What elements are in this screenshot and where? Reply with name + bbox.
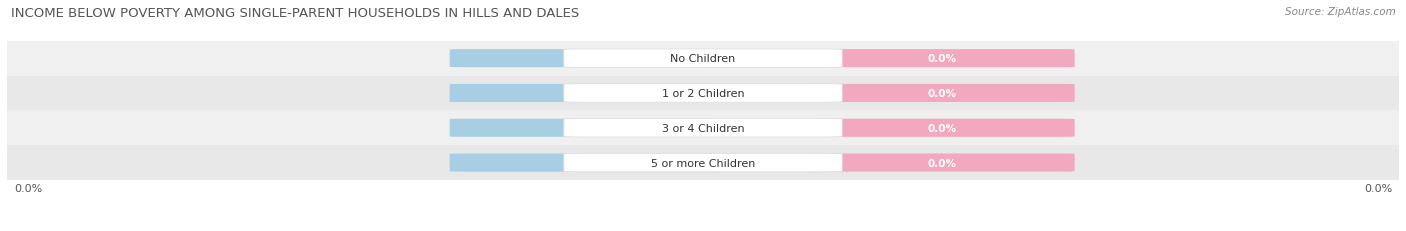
FancyBboxPatch shape bbox=[450, 154, 714, 172]
FancyBboxPatch shape bbox=[450, 85, 714, 103]
Text: 0.0%: 0.0% bbox=[14, 183, 42, 193]
Text: 5 or more Children: 5 or more Children bbox=[651, 158, 755, 168]
Text: 0.0%: 0.0% bbox=[928, 158, 957, 168]
Text: 1 or 2 Children: 1 or 2 Children bbox=[662, 88, 744, 99]
FancyBboxPatch shape bbox=[564, 154, 842, 172]
Bar bbox=[7, 76, 1399, 111]
Text: 0.0%: 0.0% bbox=[928, 123, 957, 133]
Text: 0.0%: 0.0% bbox=[1364, 183, 1392, 193]
Text: 0.0%: 0.0% bbox=[568, 54, 596, 64]
Text: 0.0%: 0.0% bbox=[568, 88, 596, 99]
FancyBboxPatch shape bbox=[810, 119, 1074, 137]
Bar bbox=[7, 42, 1399, 76]
Text: 0.0%: 0.0% bbox=[568, 158, 596, 168]
Text: 3 or 4 Children: 3 or 4 Children bbox=[662, 123, 744, 133]
FancyBboxPatch shape bbox=[450, 50, 714, 68]
FancyBboxPatch shape bbox=[810, 154, 1074, 172]
Text: 0.0%: 0.0% bbox=[568, 123, 596, 133]
FancyBboxPatch shape bbox=[564, 84, 842, 103]
FancyBboxPatch shape bbox=[810, 85, 1074, 103]
Text: Source: ZipAtlas.com: Source: ZipAtlas.com bbox=[1285, 7, 1396, 17]
Bar bbox=[7, 146, 1399, 180]
Bar bbox=[7, 111, 1399, 146]
Text: No Children: No Children bbox=[671, 54, 735, 64]
Text: 0.0%: 0.0% bbox=[928, 88, 957, 99]
Text: INCOME BELOW POVERTY AMONG SINGLE-PARENT HOUSEHOLDS IN HILLS AND DALES: INCOME BELOW POVERTY AMONG SINGLE-PARENT… bbox=[11, 7, 579, 20]
Text: 0.0%: 0.0% bbox=[928, 54, 957, 64]
FancyBboxPatch shape bbox=[810, 50, 1074, 68]
FancyBboxPatch shape bbox=[564, 119, 842, 137]
FancyBboxPatch shape bbox=[450, 119, 714, 137]
FancyBboxPatch shape bbox=[564, 50, 842, 68]
